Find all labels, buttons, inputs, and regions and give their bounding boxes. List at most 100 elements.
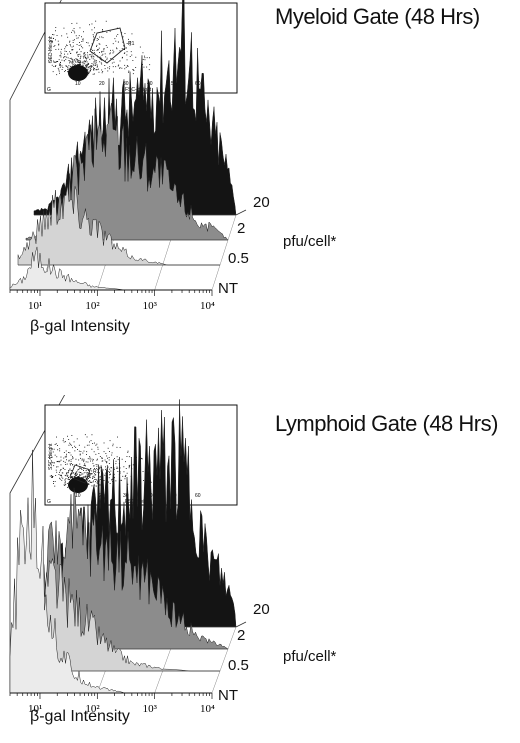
scatter-point (88, 71, 90, 73)
scatter-point (83, 468, 85, 470)
scatter-point (59, 64, 61, 66)
scatter-point (111, 467, 112, 469)
scatter-point (50, 49, 52, 51)
scatter-point (87, 68, 89, 70)
scatter-point (80, 61, 82, 63)
scatter-point (97, 49, 99, 51)
scatter-point (63, 438, 64, 440)
scatter-point (96, 66, 98, 68)
scatter-point (83, 476, 85, 478)
scatter-point (75, 35, 77, 37)
scatter-point (64, 48, 66, 50)
scatter-point (74, 476, 75, 477)
scatter-point (82, 61, 84, 63)
scatter-point (127, 483, 129, 485)
scatter-point (150, 481, 152, 483)
scatter-point (83, 465, 85, 466)
scatter-point (129, 44, 131, 46)
scatter-point (79, 27, 81, 29)
scatter-point (69, 479, 70, 480)
scatter-point (98, 480, 100, 482)
scatter-point (59, 55, 61, 57)
scatter-point (75, 458, 77, 460)
scatter-point (74, 32, 76, 34)
scatter-point (86, 58, 88, 59)
scatter-point (91, 65, 93, 67)
scatter-point (68, 60, 70, 61)
scatter-point (130, 51, 132, 53)
scatter-point (55, 469, 57, 471)
scatter-point (89, 54, 91, 56)
scatter-point (86, 42, 88, 43)
scatter-point (75, 61, 77, 63)
scatter-point (59, 471, 60, 473)
scatter-point (91, 481, 92, 483)
scatter-point (67, 57, 69, 59)
scatter-point (89, 458, 91, 460)
scatter-point (106, 59, 108, 61)
floor-gridline (211, 626, 237, 694)
scatter-point (76, 44, 78, 45)
scatter-point (60, 52, 62, 54)
scatter-point (78, 64, 79, 66)
scatter-point (87, 62, 89, 64)
scatter-point (88, 72, 90, 74)
scatter-point (58, 69, 60, 71)
scatter-point (67, 36, 69, 38)
scatter-point (66, 483, 68, 484)
scatter-point (60, 62, 61, 64)
scatter-point (66, 473, 68, 475)
scatter-point (53, 483, 54, 484)
scatter-point (52, 40, 53, 42)
scatter-point (89, 457, 91, 459)
scatter-point (62, 468, 64, 469)
scatter-point (49, 58, 51, 60)
scatter-point (121, 57, 123, 59)
scatter-point (67, 53, 69, 55)
scatter-point (105, 45, 107, 46)
scatter-point (126, 456, 128, 457)
scatter-point (78, 450, 80, 452)
scatter-point (68, 65, 70, 67)
scatter-point (99, 484, 101, 486)
scatter-point (93, 62, 95, 64)
scatter-point (118, 64, 120, 66)
scatter-point (59, 478, 61, 480)
scatter-point (132, 60, 134, 61)
scatter-point (70, 460, 72, 462)
scatter-point (70, 45, 71, 47)
scatter-point (68, 478, 70, 480)
scatter-point (88, 45, 90, 47)
scatter-point (102, 30, 104, 32)
scatter-point (112, 43, 114, 45)
scatter-point (93, 68, 95, 70)
scatter-point (89, 480, 91, 481)
lymphoid-gate-panel: R1SSC-HeightFSC-Height102030405060G10¹10… (0, 395, 520, 743)
scatter-point (84, 446, 86, 448)
scatter-point (103, 48, 105, 50)
scatter-point (71, 49, 73, 51)
scatter-point (87, 72, 89, 74)
scatter-point (68, 444, 70, 446)
scatter-point (117, 459, 119, 461)
scatter-point (90, 65, 91, 67)
scatter-point (91, 63, 93, 64)
scatter-point (74, 475, 76, 477)
scatter-point (54, 481, 56, 482)
scatter-point (63, 457, 65, 459)
scatter-point (98, 71, 100, 73)
scatter-point (86, 66, 88, 68)
scatter-point (83, 460, 85, 461)
scatter-point (96, 38, 98, 39)
scatter-point (76, 59, 78, 61)
scatter-point (72, 457, 74, 459)
scatter-point (93, 67, 94, 69)
scatter-point (59, 448, 61, 450)
scatter-point (84, 52, 86, 54)
scatter-point (124, 478, 126, 480)
scatter-point (141, 457, 142, 459)
scatter-point (87, 42, 89, 44)
scatter-point (78, 444, 80, 446)
scatter-point (95, 20, 97, 22)
scatter-point (70, 443, 71, 445)
